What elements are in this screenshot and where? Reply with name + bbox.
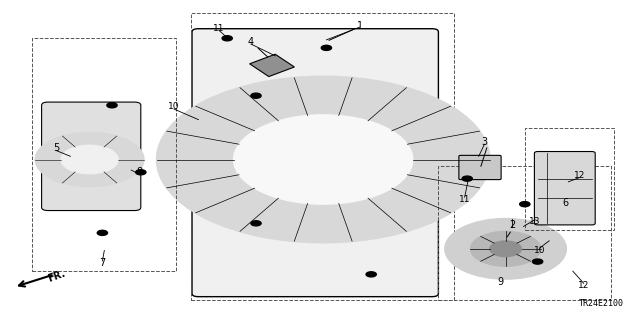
Circle shape	[136, 170, 146, 175]
Text: 8: 8	[136, 167, 143, 177]
Circle shape	[234, 115, 413, 204]
Text: FR.: FR.	[46, 268, 67, 284]
Circle shape	[445, 219, 566, 279]
Text: 10: 10	[168, 102, 180, 111]
Text: 6: 6	[562, 197, 568, 208]
Text: 11: 11	[213, 24, 225, 33]
FancyBboxPatch shape	[42, 102, 141, 211]
Circle shape	[251, 93, 261, 98]
Text: 5: 5	[53, 143, 60, 153]
Circle shape	[532, 259, 543, 264]
Circle shape	[251, 221, 261, 226]
Circle shape	[366, 272, 376, 277]
FancyBboxPatch shape	[459, 155, 501, 180]
Text: 9: 9	[497, 277, 504, 287]
Text: 1: 1	[356, 20, 363, 31]
Circle shape	[462, 176, 472, 181]
Text: 10: 10	[534, 246, 545, 255]
Text: 13: 13	[529, 217, 541, 226]
Circle shape	[520, 202, 530, 207]
Circle shape	[61, 145, 118, 174]
Circle shape	[222, 36, 232, 41]
Polygon shape	[250, 54, 294, 77]
Text: 3: 3	[481, 137, 488, 147]
FancyBboxPatch shape	[192, 29, 438, 297]
Text: 2: 2	[509, 220, 515, 230]
Text: 12: 12	[573, 171, 585, 180]
Circle shape	[97, 230, 108, 235]
Text: 12: 12	[578, 281, 589, 290]
Text: TR24E2100: TR24E2100	[579, 299, 624, 308]
Circle shape	[321, 45, 332, 50]
FancyBboxPatch shape	[534, 152, 595, 225]
Circle shape	[470, 231, 541, 266]
Circle shape	[107, 103, 117, 108]
Circle shape	[35, 132, 144, 187]
Circle shape	[490, 241, 522, 257]
Text: 11: 11	[459, 195, 470, 204]
Text: 7: 7	[99, 258, 106, 268]
Text: 4: 4	[248, 37, 254, 47]
Circle shape	[157, 77, 490, 242]
